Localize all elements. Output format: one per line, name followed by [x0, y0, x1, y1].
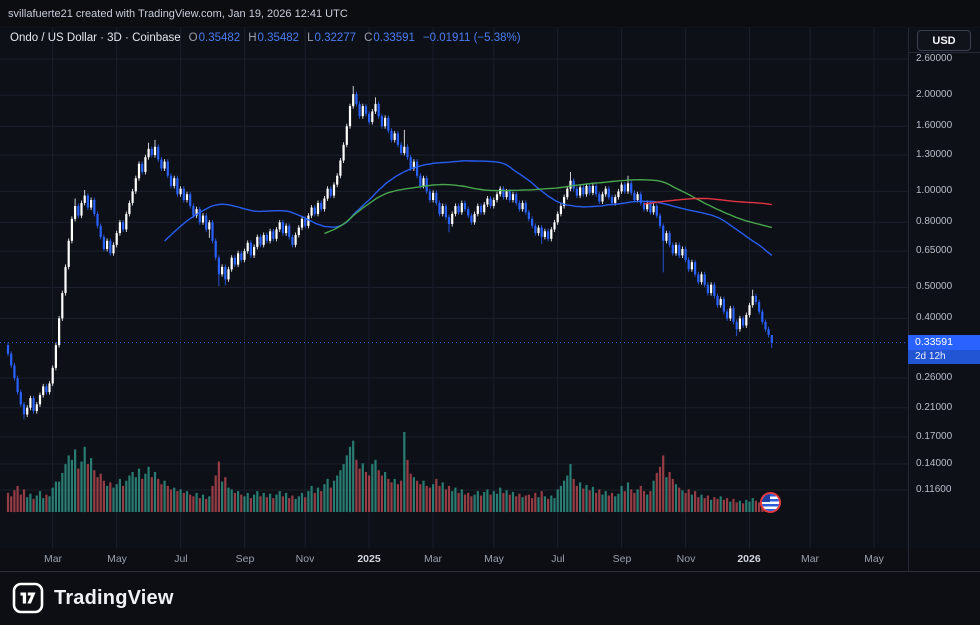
time-tick-month-label: Nov	[676, 553, 696, 565]
time-tick-month-label: Mar	[43, 553, 63, 565]
price-tick-label: 2.60000	[916, 53, 953, 64]
currency-button[interactable]: USD	[917, 30, 971, 51]
time-tick-month-label: Sep	[235, 553, 255, 565]
price-tick-label: 0.21000	[916, 402, 953, 413]
tradingview-logo-icon[interactable]	[12, 582, 44, 614]
attribution-text: svillafuerte21 created with TradingView.…	[8, 7, 348, 20]
price-tick-label: 0.80000	[916, 216, 953, 227]
price-chart[interactable]	[0, 28, 908, 548]
axis-separator	[909, 52, 980, 53]
time-axis-separator	[908, 548, 909, 571]
price-tick-label: 0.14000	[916, 458, 953, 469]
price-tick-label: 0.11600	[916, 484, 952, 495]
time-tick-month-label: Jul	[551, 553, 565, 565]
symbol-title[interactable]: Ondo / US Dollar · 3D · Coinbase	[10, 32, 181, 44]
time-tick-month-label: Mar	[423, 553, 443, 565]
price-tick-label: 1.00000	[916, 185, 953, 196]
sticker-canton	[762, 494, 770, 502]
time-tick-month-label: Mar	[800, 553, 820, 565]
last-price-label-group: 0.33591 2d 12h	[908, 335, 980, 364]
chart-area[interactable]: Ondo / US Dollar · 3D · Coinbase O0.3548…	[0, 28, 980, 548]
time-tick-month-label: Jul	[174, 553, 188, 565]
time-tick-month-label: May	[484, 553, 504, 565]
time-tick-month-label: Nov	[295, 553, 315, 565]
tradingview-wordmark[interactable]: TradingView	[54, 586, 174, 609]
ohlc-close: C0.33591	[364, 32, 415, 44]
price-tick-label: 0.65000	[916, 245, 953, 256]
ohlc-open: O0.35482	[188, 32, 241, 44]
price-tick-label: 0.50000	[916, 281, 953, 292]
price-tick-label: 0.26000	[916, 372, 953, 383]
price-tick-label: 2.00000	[916, 89, 953, 100]
change-value: −0.01911 (−5.38%)	[422, 32, 521, 44]
price-tick-label: 1.60000	[916, 120, 953, 131]
time-tick-month-label: May	[864, 553, 884, 565]
symbol-legend[interactable]: Ondo / US Dollar · 3D · Coinbase O0.3548…	[10, 32, 521, 44]
attribution-bar: svillafuerte21 created with TradingView.…	[0, 0, 980, 28]
price-axis[interactable]: USD 2.60000 2.00000 1.60000 1.30000 1.00000 0…	[908, 28, 980, 548]
time-tick-month-label: May	[107, 553, 127, 565]
last-price-label: 0.33591	[908, 335, 980, 350]
time-tick-month-label: Sep	[612, 553, 632, 565]
time-tick-year-label: 2026	[737, 553, 761, 565]
ohlc-high: H0.35482	[248, 32, 300, 44]
price-tick-label: 0.40000	[916, 312, 953, 323]
footer-bar: TradingView	[0, 572, 980, 624]
flag-sticker-icon[interactable]	[760, 492, 781, 513]
ohlc-low: L0.32277	[307, 32, 357, 44]
price-tick-label: 1.30000	[916, 149, 953, 160]
bar-countdown-label: 2d 12h	[908, 350, 980, 364]
time-axis[interactable]: Mar May Jul Sep Nov 2025 Mar May Jul Sep Nov 2026 Ma…	[0, 548, 980, 572]
price-tick-label: 0.17000	[916, 431, 953, 442]
time-tick-year-label: 2025	[357, 553, 381, 565]
